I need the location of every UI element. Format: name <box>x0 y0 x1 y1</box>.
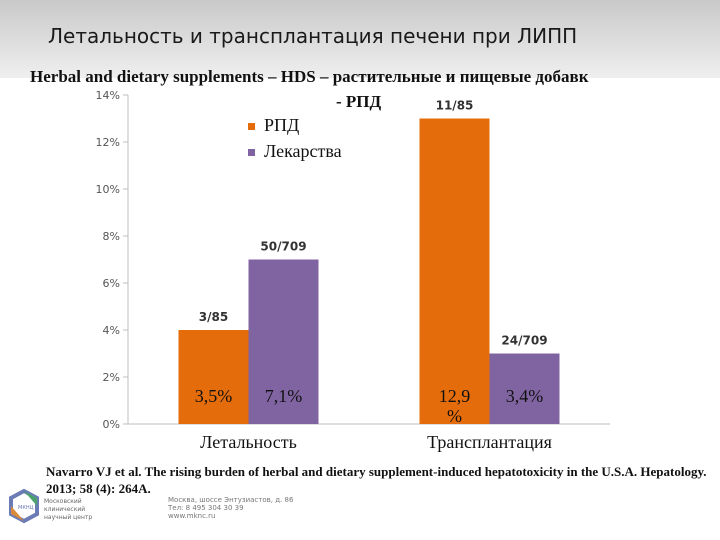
y-tick-label: 0% <box>103 418 120 431</box>
y-tick-label: 8% <box>103 230 120 243</box>
legend-label: Лекарства <box>264 141 342 161</box>
y-tick-label: 10% <box>96 183 120 196</box>
legend-swatch-rpd <box>248 123 255 130</box>
y-tick-label: 6% <box>103 277 120 290</box>
legend-label: РПД <box>264 115 299 135</box>
bar-data-label: 24/709 <box>501 334 547 348</box>
y-tick-label: 2% <box>103 371 120 384</box>
legend-swatch-drugs <box>248 149 255 156</box>
logo-text-3: научный центр <box>44 514 92 521</box>
phone-line: Тел: 8 495 304 30 39 <box>168 504 244 512</box>
bar-percent-label: 7,1% <box>265 386 303 406</box>
bar-drugs <box>489 353 560 424</box>
logo-text-1: Московский <box>44 498 82 505</box>
y-tick-label: 12% <box>96 136 120 149</box>
citation: Navarro VJ et al. The rising burden of h… <box>46 464 707 496</box>
category-label: Трансплантация <box>427 432 552 452</box>
bar-data-label: 11/85 <box>436 99 474 113</box>
category-label: Летальность <box>200 432 297 452</box>
logo-text-2: клинический <box>44 506 85 513</box>
website-line: www.mknc.ru <box>168 512 216 520</box>
bar-percent-label: 3,4% <box>506 386 544 406</box>
mknc-logo: МКНЦ Московский клинический научный цент… <box>9 488 92 524</box>
y-tick-label: 14% <box>96 89 120 102</box>
title-bar <box>0 0 720 78</box>
bar-data-label: 3/85 <box>199 310 228 324</box>
bar-data-label: 50/709 <box>260 240 306 254</box>
bar-rpd <box>419 118 490 424</box>
bar-percent-label: 12,9% <box>439 386 471 426</box>
bar-rpd <box>178 330 249 424</box>
address-line: Москва, шоссе Энтузиастов, д. 86 <box>168 496 294 504</box>
bar-percent-label: 3,5% <box>195 386 233 406</box>
slide-title: Летальность и трансплантация печени при … <box>48 24 578 48</box>
subtitle: Herbal and dietary supplements – HDS – р… <box>30 67 589 86</box>
svg-text:МКНЦ: МКНЦ <box>18 505 34 511</box>
y-tick-label: 4% <box>103 324 120 337</box>
footer-address: Москва, шоссе Энтузиастов, д. 86 Тел: 8 … <box>168 496 293 520</box>
subtitle-continued: - РПД <box>336 92 382 111</box>
bar-drugs <box>248 259 319 424</box>
